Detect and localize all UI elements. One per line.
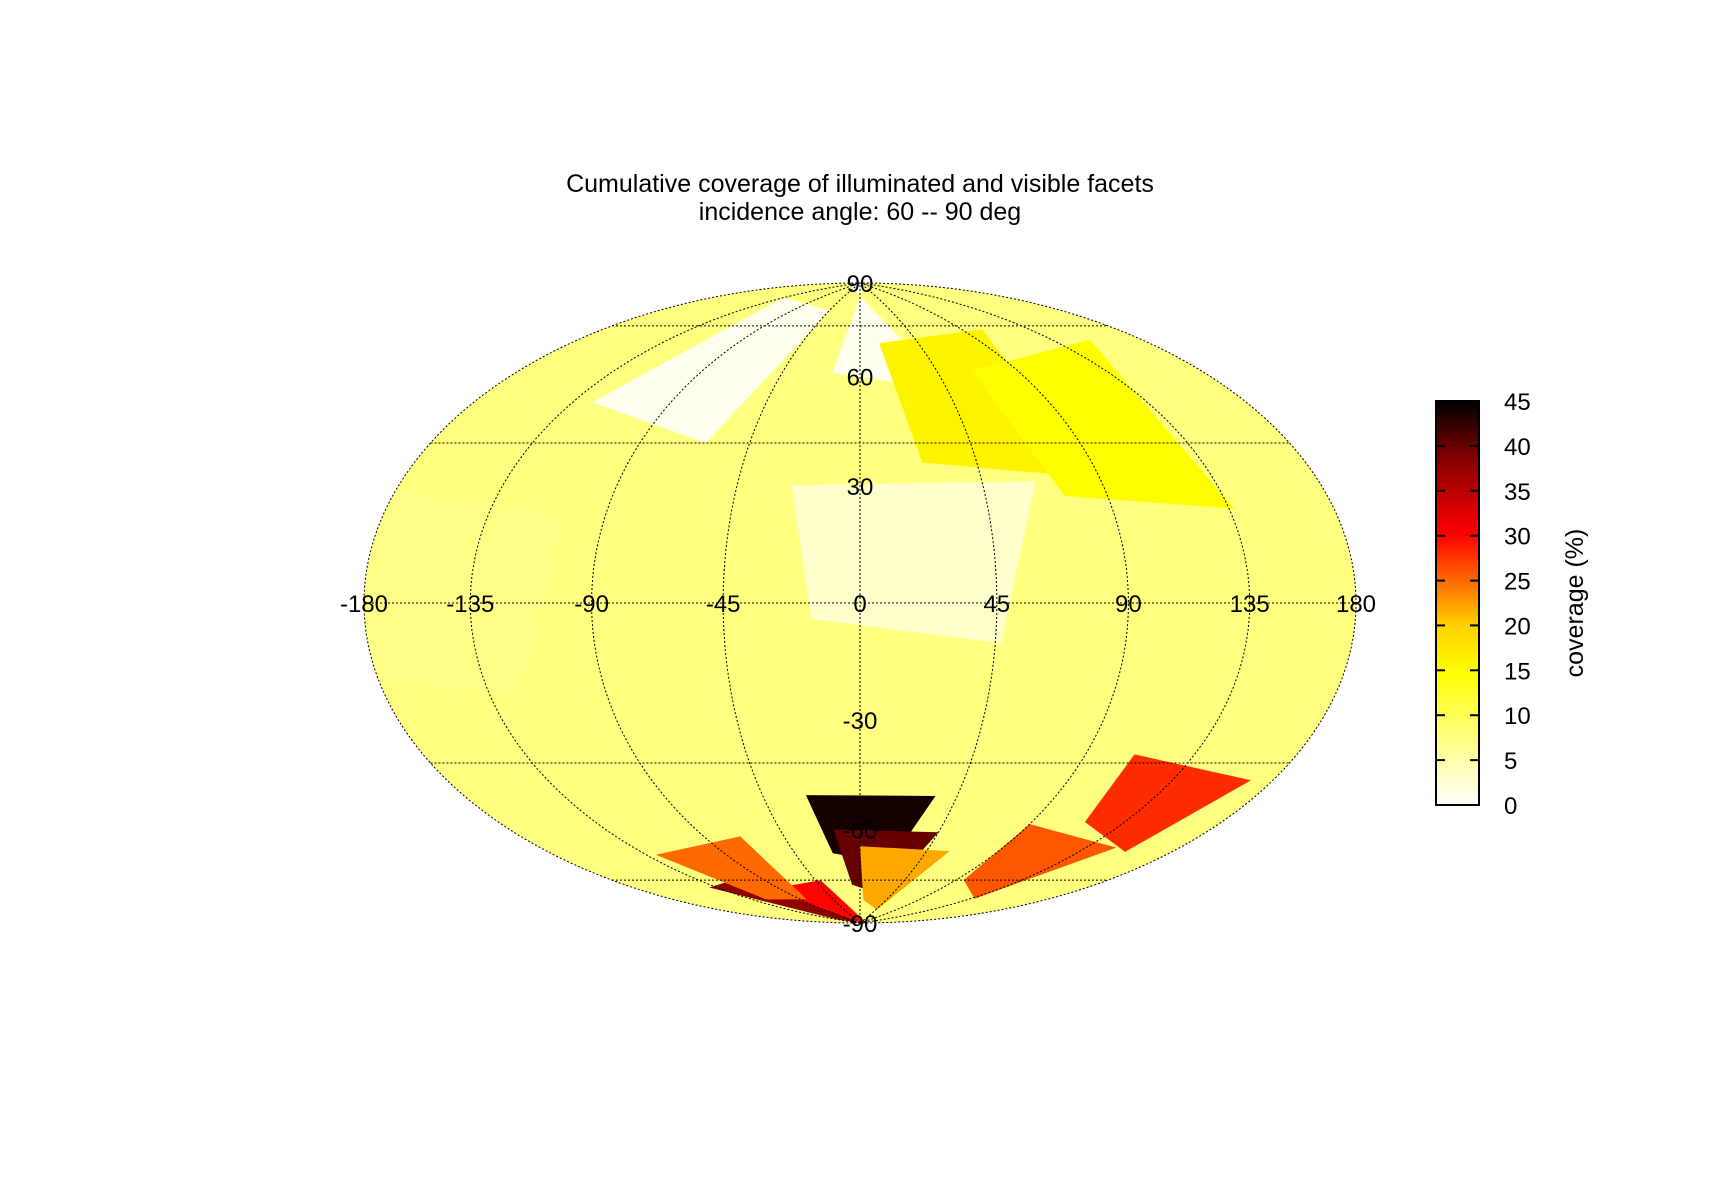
x-tick-label: -135 [446, 591, 494, 618]
colorbar-label: coverage (%) [1561, 529, 1589, 678]
x-tick-label: 180 [1336, 591, 1376, 618]
chart-title: Cumulative coverage of illuminated and v… [566, 170, 1154, 198]
colorbar-tick-label: 0 [1504, 793, 1517, 820]
x-tick-label: 0 [853, 591, 866, 618]
meridian-line [859, 282, 998, 924]
colorbar-ticks: 0 5 10 15 20 25 30 35 40 45 [1436, 389, 1531, 820]
colorbar: 0 5 10 15 20 25 30 35 40 45 coverage (%) [1435, 389, 1589, 820]
y-tick-label: -30 [843, 708, 878, 735]
y-tick-label: 30 [847, 474, 874, 501]
x-tick-label: 45 [983, 591, 1010, 618]
colorbar-tick-label: 25 [1504, 569, 1531, 596]
meridian-line [722, 282, 861, 924]
y-tick-label: -90 [843, 911, 878, 938]
x-tick-label: 135 [1230, 591, 1270, 618]
x-tick-label: -45 [706, 591, 741, 618]
colorbar-tick-label: 35 [1504, 479, 1531, 506]
graticule [364, 282, 1356, 924]
x-tick-label: 90 [1115, 591, 1142, 618]
meridian-line [859, 282, 1251, 924]
x-tick-labels: -180 -135 -90 -45 0 45 90 135 180 [340, 591, 1376, 618]
colorbar-tick-label: 20 [1504, 613, 1531, 640]
coverage-region [791, 481, 1036, 644]
meridian-line [591, 282, 861, 924]
coverage-region [655, 836, 807, 900]
x-tick-label: -180 [340, 591, 388, 618]
colorbar-tick-label: 10 [1504, 703, 1531, 730]
colorbar-tick-label: 30 [1504, 524, 1531, 551]
coverage-regions [366, 283, 1251, 923]
y-tick-labels: 90 60 30 -30 -60 -90 [843, 271, 878, 938]
coverage-region [860, 846, 950, 910]
coverage-region [805, 795, 936, 864]
meridian-line [469, 282, 861, 924]
colorbar-tick-label: 15 [1504, 658, 1531, 685]
map-outline [363, 282, 1357, 924]
y-tick-label: 90 [847, 271, 874, 298]
colorbar-gradient [1435, 400, 1480, 806]
x-tick-label: -90 [574, 591, 609, 618]
coverage-region [592, 297, 830, 443]
colorbar-tick-label: 40 [1504, 434, 1531, 461]
coverage-region [971, 339, 1234, 509]
meridian-line [859, 282, 1129, 924]
coverage-region [1084, 754, 1251, 852]
coverage-region [366, 486, 566, 694]
chart-subtitle: incidence angle: 60 -- 90 deg [699, 198, 1021, 226]
y-tick-label: -60 [843, 817, 878, 844]
y-tick-label: 60 [847, 365, 874, 392]
colorbar-tick-label: 5 [1504, 748, 1517, 775]
colorbar-tick-label: 45 [1504, 389, 1531, 416]
